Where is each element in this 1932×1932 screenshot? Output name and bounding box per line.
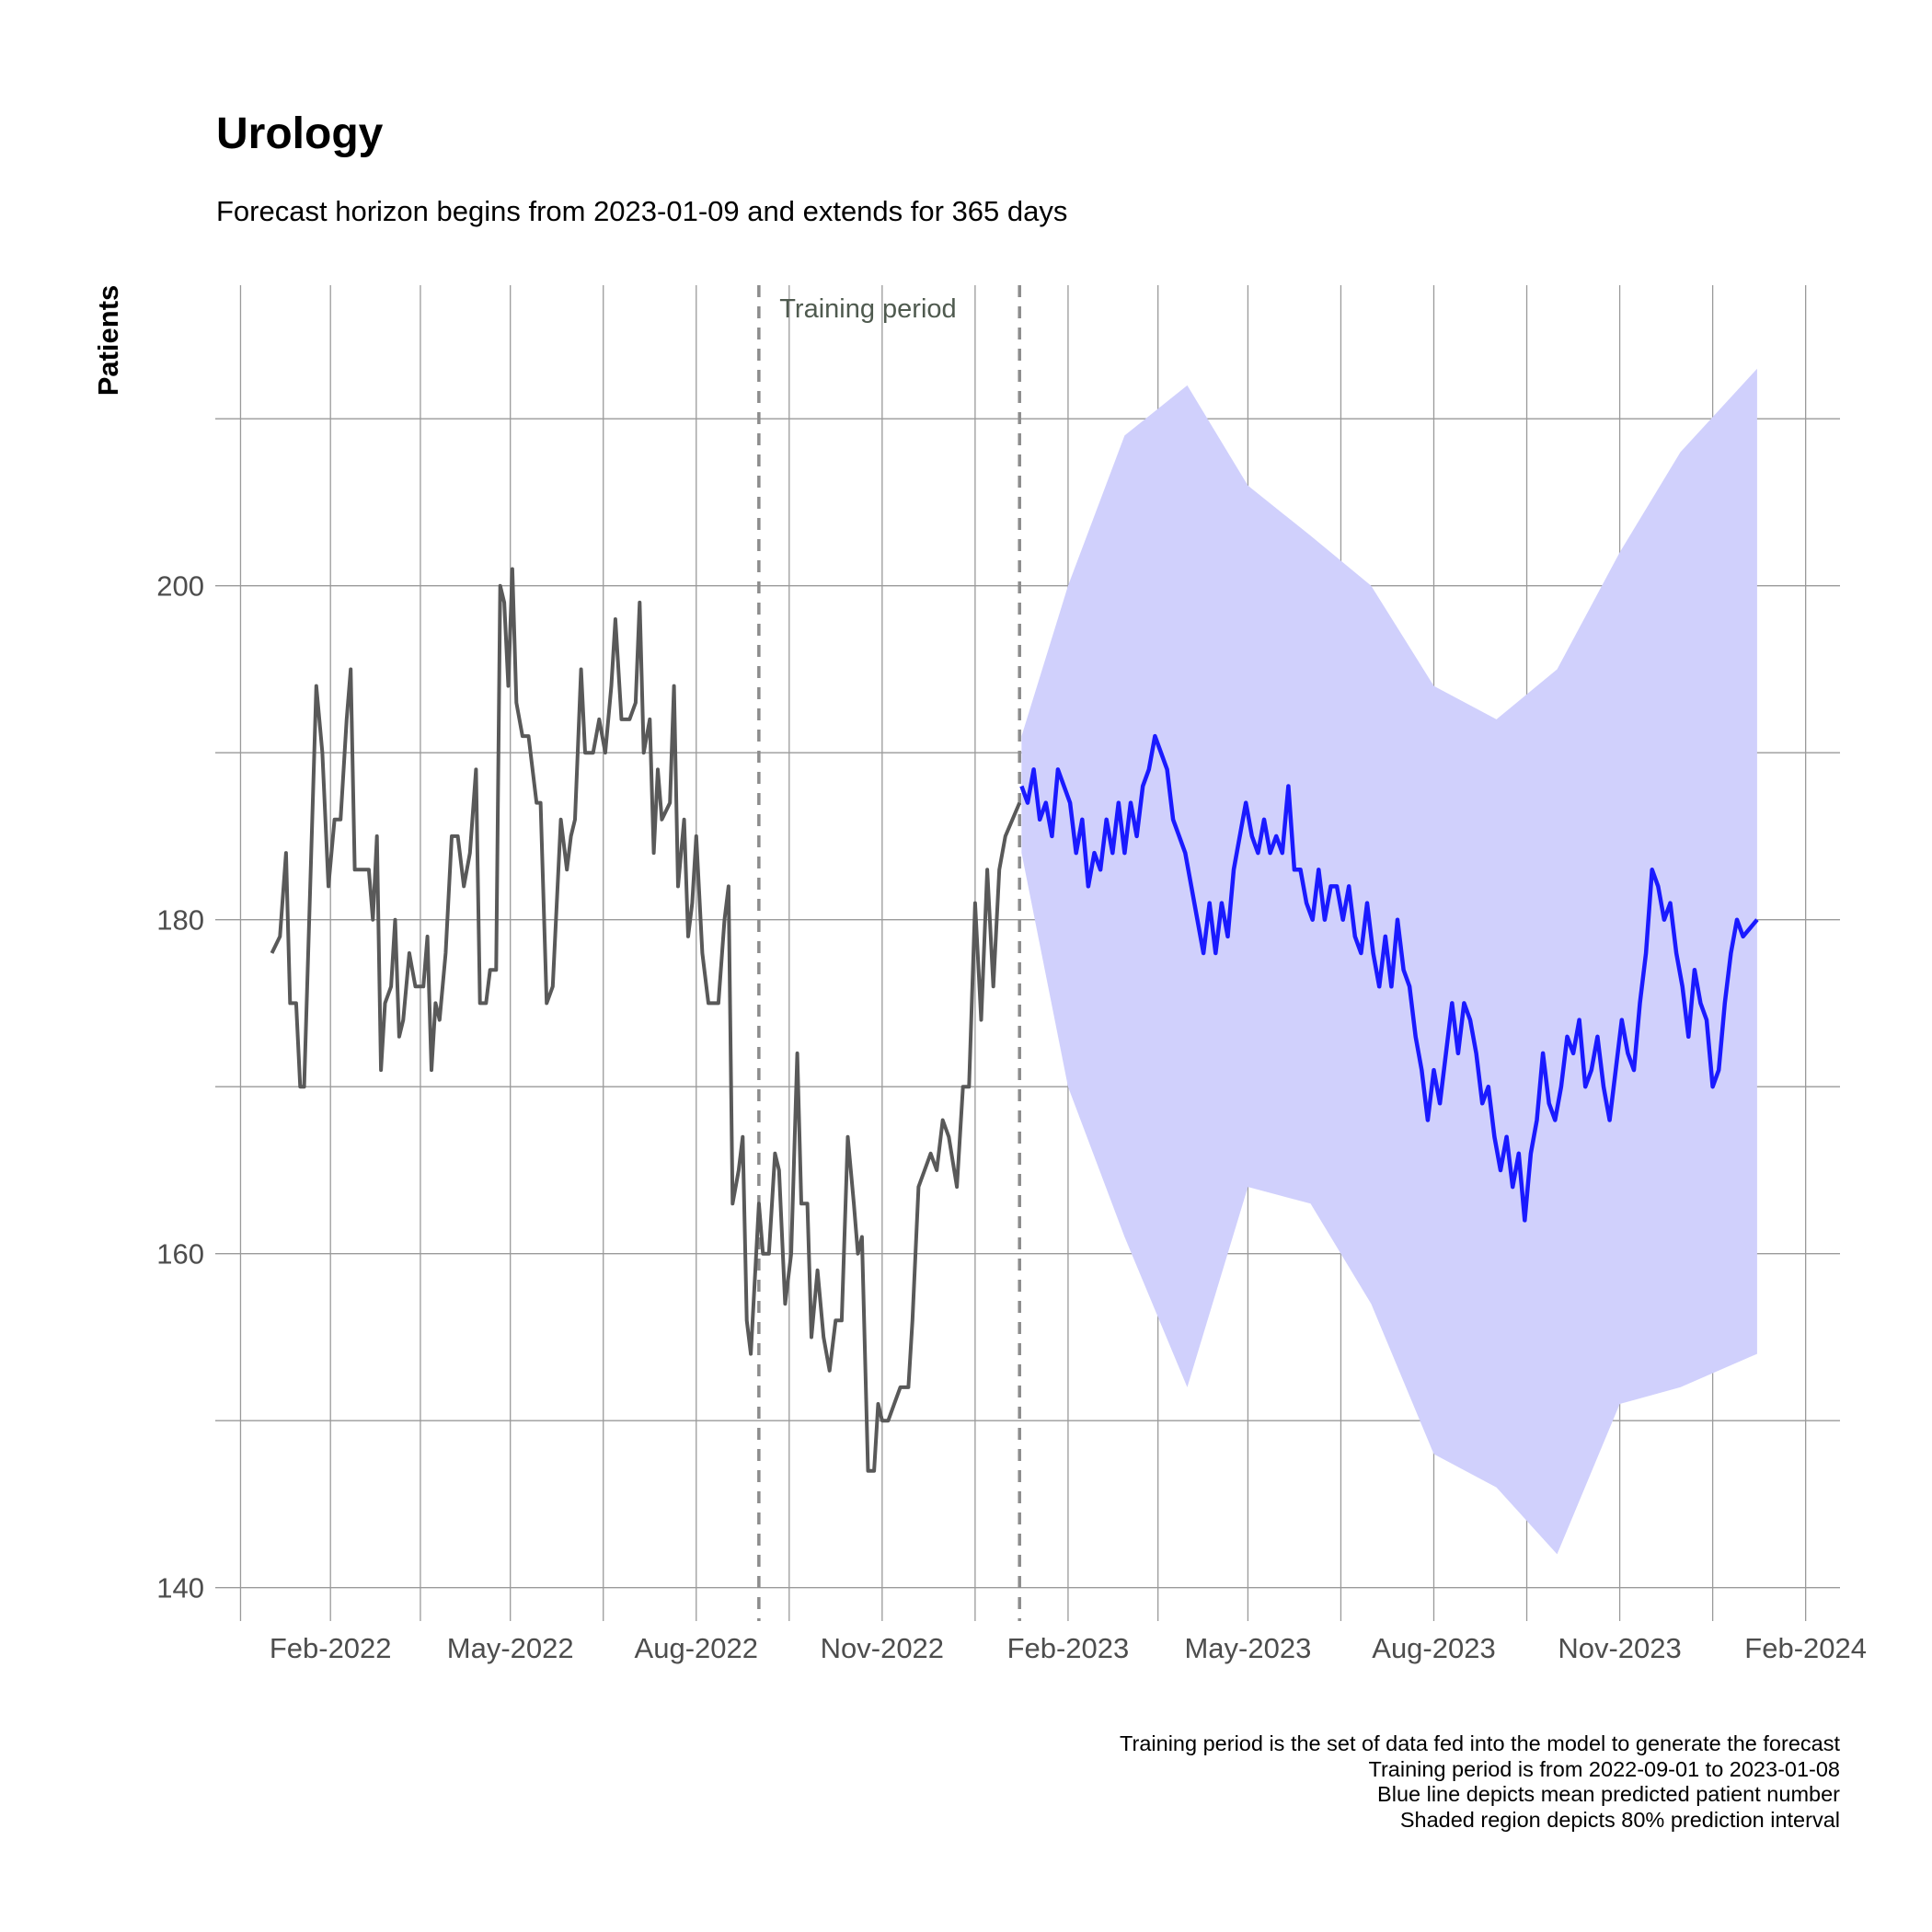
x-tick-label: Feb-2024 [1744, 1632, 1867, 1664]
caption: Training period is the set of data fed i… [1120, 1731, 1840, 1833]
x-tick-label: Aug-2023 [1372, 1632, 1495, 1664]
y-tick-labels: 140 160 180 200 [156, 570, 204, 1604]
y-tick-label: 160 [156, 1238, 204, 1271]
x-tick-label: May-2022 [447, 1632, 574, 1664]
x-tick-label: Aug-2022 [635, 1632, 758, 1664]
observed-series-line [270, 567, 1022, 1473]
x-tick-labels: Feb-2022 May-2022 Aug-2022 Nov-2022 Feb-2023… [270, 1632, 1867, 1664]
x-tick-label: Nov-2022 [821, 1632, 944, 1664]
annotation-text: Training period [779, 294, 956, 324]
caption-line: Blue line depicts mean predicted patient… [1377, 1782, 1840, 1806]
caption-line: Training period is from 2022-09-01 to 20… [1368, 1756, 1840, 1781]
chart-title: Urology [216, 109, 384, 158]
forecast-mean-line [1019, 733, 1759, 1223]
x-tick-label: Nov-2023 [1558, 1632, 1681, 1664]
x-tick-label: May-2023 [1184, 1632, 1311, 1664]
caption-line: Training period is the set of data fed i… [1120, 1731, 1840, 1755]
annotations: Training period [779, 294, 956, 324]
caption-line: Shaded region depicts 80% prediction int… [1399, 1807, 1840, 1832]
training-period-lines [757, 285, 1021, 1621]
y-tick-label: 140 [156, 1572, 204, 1604]
x-tick-label: Feb-2022 [270, 1632, 392, 1664]
chart-subtitle: Forecast horizon begins from 2023-01-09 … [216, 195, 1068, 227]
x-tick-label: Feb-2023 [1007, 1632, 1130, 1664]
y-tick-label: 200 [156, 570, 204, 603]
y-tick-label: 180 [156, 904, 204, 937]
